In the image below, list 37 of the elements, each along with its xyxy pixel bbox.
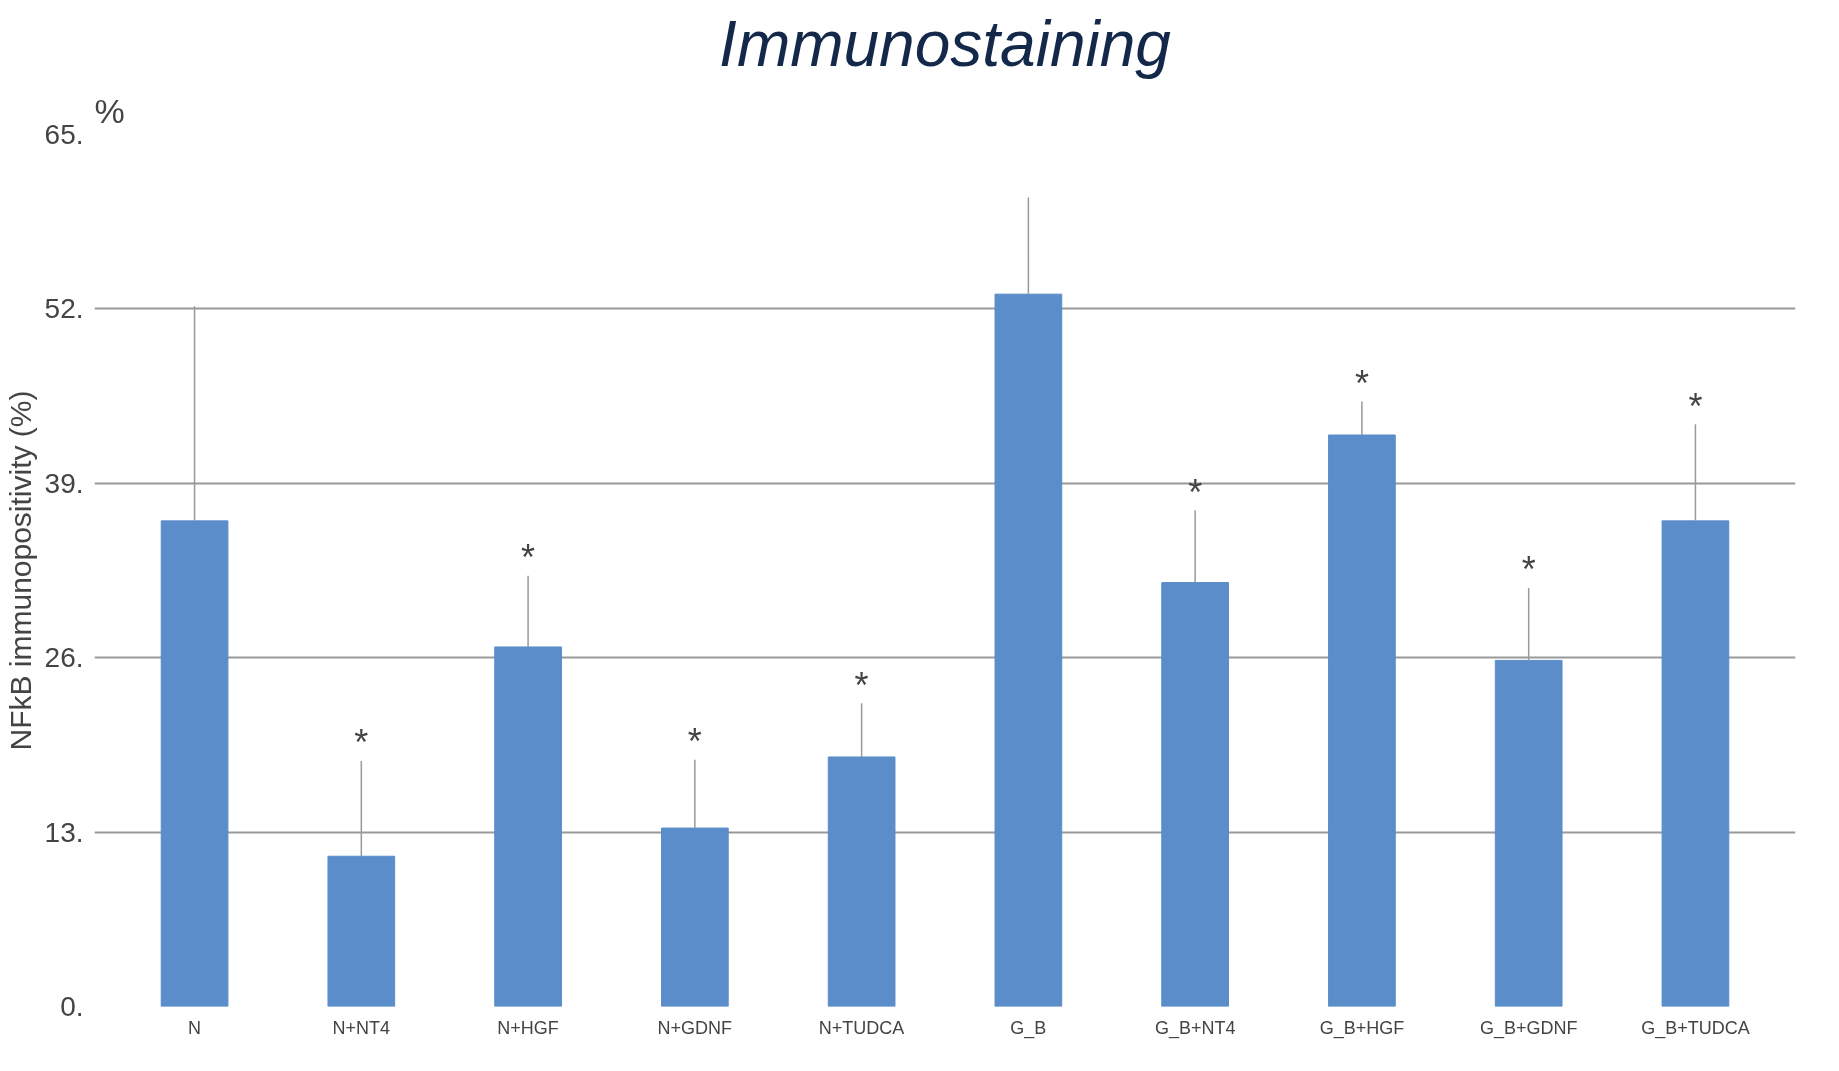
text: % bbox=[94, 91, 125, 130]
x-tick-label: G_B bbox=[1010, 1017, 1047, 1039]
bar bbox=[1161, 582, 1229, 1007]
data-label: * bbox=[521, 537, 536, 579]
chart-title: Immunostaining bbox=[719, 7, 1172, 80]
y-tick-label: 0. bbox=[60, 991, 84, 1022]
x-tick-label: N+NT4 bbox=[332, 1017, 391, 1038]
bar bbox=[1328, 434, 1396, 1007]
bar bbox=[1494, 659, 1563, 1007]
data-label: * bbox=[1521, 549, 1536, 591]
x-tick-label: G_B+NT4 bbox=[1154, 1017, 1236, 1039]
x-tick-label: N+HGF bbox=[497, 1017, 559, 1038]
data-label: * bbox=[854, 664, 869, 706]
y-tick-label: 52. bbox=[44, 293, 84, 325]
x-tick-label: G_B+GDNF bbox=[1479, 1017, 1578, 1039]
x-tick-label: N bbox=[188, 1017, 202, 1038]
bar bbox=[327, 855, 396, 1007]
bar bbox=[661, 827, 729, 1007]
y-tick-label: 65. bbox=[44, 119, 84, 150]
y-tick-label: 39. bbox=[44, 467, 84, 499]
y-tick-label: 13. bbox=[44, 816, 84, 848]
data-label: * bbox=[1354, 362, 1369, 404]
bar bbox=[994, 293, 1063, 1007]
data-label: * bbox=[1188, 471, 1203, 513]
x-tick-label: G_B+TUDCA bbox=[1641, 1017, 1750, 1039]
bar bbox=[827, 756, 896, 1007]
y-axis-title: NFkB immunopositivity (%) bbox=[3, 390, 37, 751]
bar bbox=[160, 520, 229, 1007]
x-tick-label: N+TUDCA bbox=[818, 1017, 905, 1038]
data-label: * bbox=[354, 722, 369, 764]
bar bbox=[1661, 520, 1730, 1007]
data-label: * bbox=[687, 721, 702, 763]
y-tick-label: 26. bbox=[44, 642, 84, 674]
x-tick-label: N+GDNF bbox=[657, 1017, 733, 1038]
bar bbox=[494, 646, 562, 1007]
data-label: * bbox=[1688, 385, 1703, 427]
x-tick-label: G_B+HGF bbox=[1319, 1017, 1405, 1039]
